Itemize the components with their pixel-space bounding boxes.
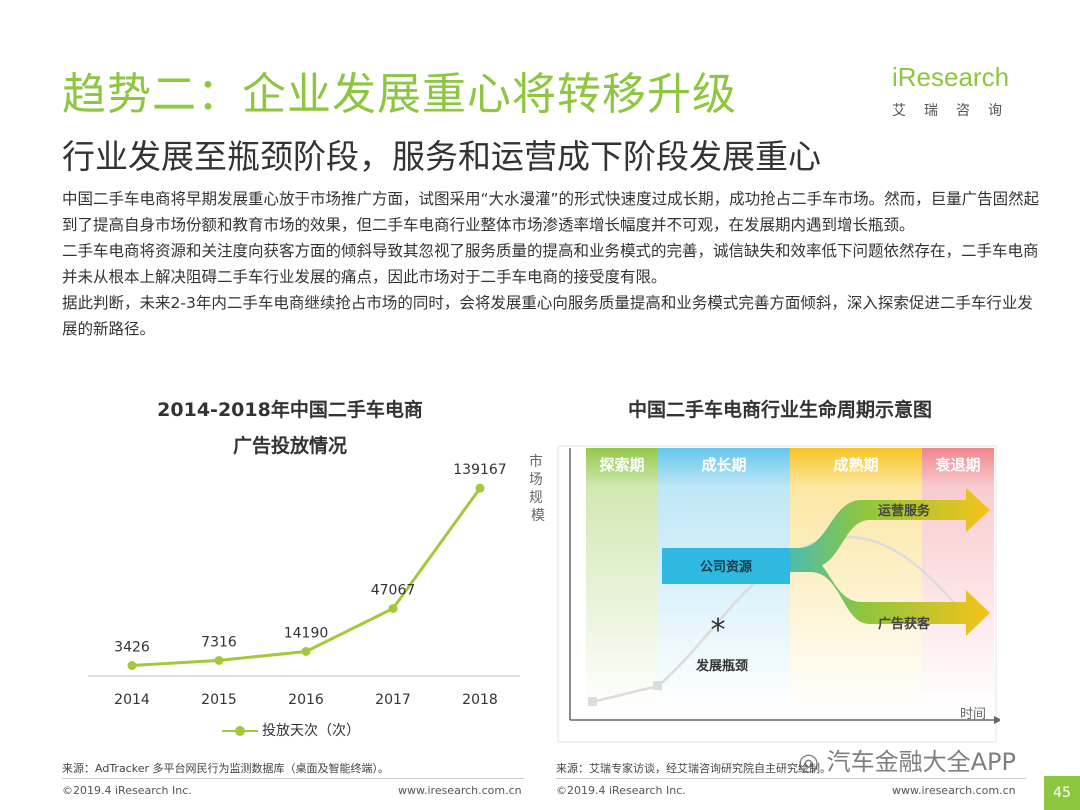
data-point-2018 <box>475 483 485 493</box>
x-tick-2015: 2015 <box>201 692 237 708</box>
footer-copyright-left: ©2019.4 iResearch Inc. <box>62 784 192 797</box>
paragraph-1: 中国二手车电商将早期发展重心放于市场推广方面，试图采用“大水漫灌”的形式快速度过… <box>62 190 1040 234</box>
phase-label-growth: 成长期 <box>701 456 746 474</box>
iresearch-logo: iResearch 艾瑞咨询 <box>892 58 1032 124</box>
x-tick-2016: 2016 <box>288 692 324 708</box>
lifecycle-diagram: 探索期 成长期 成熟期 衰退期 市 场 规 模 时间 公司资源 运营服务 广告获… <box>530 445 1000 743</box>
y-axis-label: 市 场 规 模 <box>530 453 547 524</box>
right-diagram-title: 中国二手车电商行业生命周期示意图 <box>627 399 932 421</box>
data-point-2016 <box>301 646 311 656</box>
logo-cn-name: 艾瑞咨询 <box>892 103 1020 119</box>
legend-line-marker <box>222 725 258 737</box>
data-point-2014 <box>127 661 137 671</box>
logo-wordmark: iResearch <box>892 62 1010 92</box>
ad-placement-line-chart: 3426 7316 14190 47067 139167 2014 2015 2016 201… <box>88 462 520 708</box>
data-point-2015 <box>214 655 224 665</box>
paragraph-3: 据此判断，未来2-3年内二手车电商继续抢占市场的同时，会将发展重心向服务质量提高… <box>62 294 1033 338</box>
body-text: 中国二手车电商将早期发展重心放于市场推广方面，试图采用“大水漫灌”的形式快速度过… <box>62 186 1042 342</box>
footer-divider-left <box>62 778 524 779</box>
footer-url-right: www.iresearch.com.cn <box>892 784 1016 797</box>
phase-label-exploration: 探索期 <box>599 456 644 474</box>
value-label-2017: 47067 <box>371 582 416 598</box>
page-number: 45 <box>1044 776 1080 810</box>
wechat-watermark: ◎ 汽车金融大全APP <box>798 742 1016 777</box>
paragraph-2: 二手车电商将资源和关注度向获客方面的倾斜导致其忽视了服务质量的提高和业务模式的完… <box>62 242 1039 286</box>
left-source: 来源：AdTracker 多平台网民行为监测数据库（桌面及智能终端）。 <box>62 762 389 775</box>
phase-col-exploration <box>586 448 658 710</box>
lifecycle-curve <box>591 536 961 704</box>
right-source: 来源：艾瑞专家访谈，经艾瑞咨询研究院自主研究绘制。 <box>556 762 831 775</box>
page-title: 趋势二：企业发展重心将转移升级 <box>62 69 737 120</box>
left-chart-title-line1: 2014-2018年中国二手车电商 <box>157 399 423 421</box>
x-axis-arrowhead <box>994 716 1000 724</box>
footer-divider-right <box>556 778 1026 779</box>
lower-arrow-label: 广告获客 <box>878 616 931 632</box>
phase-label-decline: 衰退期 <box>934 456 980 474</box>
phase-col-maturity <box>790 448 922 710</box>
upper-branch-arrow <box>758 488 990 568</box>
x-tick-2014: 2014 <box>114 692 150 708</box>
bottleneck-label: 发展瓶颈 <box>695 658 748 674</box>
chart-legend: 投放天次（次） <box>222 720 360 740</box>
data-point-2017 <box>388 603 398 613</box>
left-chart-title: 2014-2018年中国二手车电商 广告投放情况 <box>120 392 460 464</box>
x-tick-2018: 2018 <box>462 692 498 708</box>
page-subtitle: 行业发展至瓶颈阶段，服务和运营成下阶段发展重心 <box>62 137 821 176</box>
value-label-2015: 7316 <box>201 634 237 650</box>
wechat-icon: ◎ <box>798 748 827 776</box>
value-label-2018: 139167 <box>453 462 506 478</box>
upper-arrow-label: 运营服务 <box>878 503 931 519</box>
value-label-2014: 3426 <box>114 640 150 656</box>
value-label-2016: 14190 <box>284 625 329 641</box>
bottleneck-mark: * <box>711 613 726 648</box>
left-chart-title-line2: 广告投放情况 <box>232 435 347 457</box>
company-resource-box <box>662 548 790 584</box>
company-resource-label: 公司资源 <box>700 559 752 575</box>
diagram-frame <box>557 445 997 743</box>
phase-col-decline <box>922 448 994 710</box>
x-tick-2017: 2017 <box>375 692 411 708</box>
footer-copyright-right: ©2019.4 iResearch Inc. <box>556 784 686 797</box>
lower-branch-arrow <box>758 552 990 636</box>
curve-point-1 <box>588 697 597 706</box>
watermark-text: 汽车金融大全APP <box>826 748 1016 776</box>
legend-label: 投放天次（次） <box>262 723 360 739</box>
x-axis-label: 时间 <box>960 707 986 722</box>
phase-label-maturity: 成熟期 <box>833 456 878 474</box>
footer-url-left: www.iresearch.com.cn <box>398 784 522 797</box>
curve-point-2 <box>653 681 662 690</box>
